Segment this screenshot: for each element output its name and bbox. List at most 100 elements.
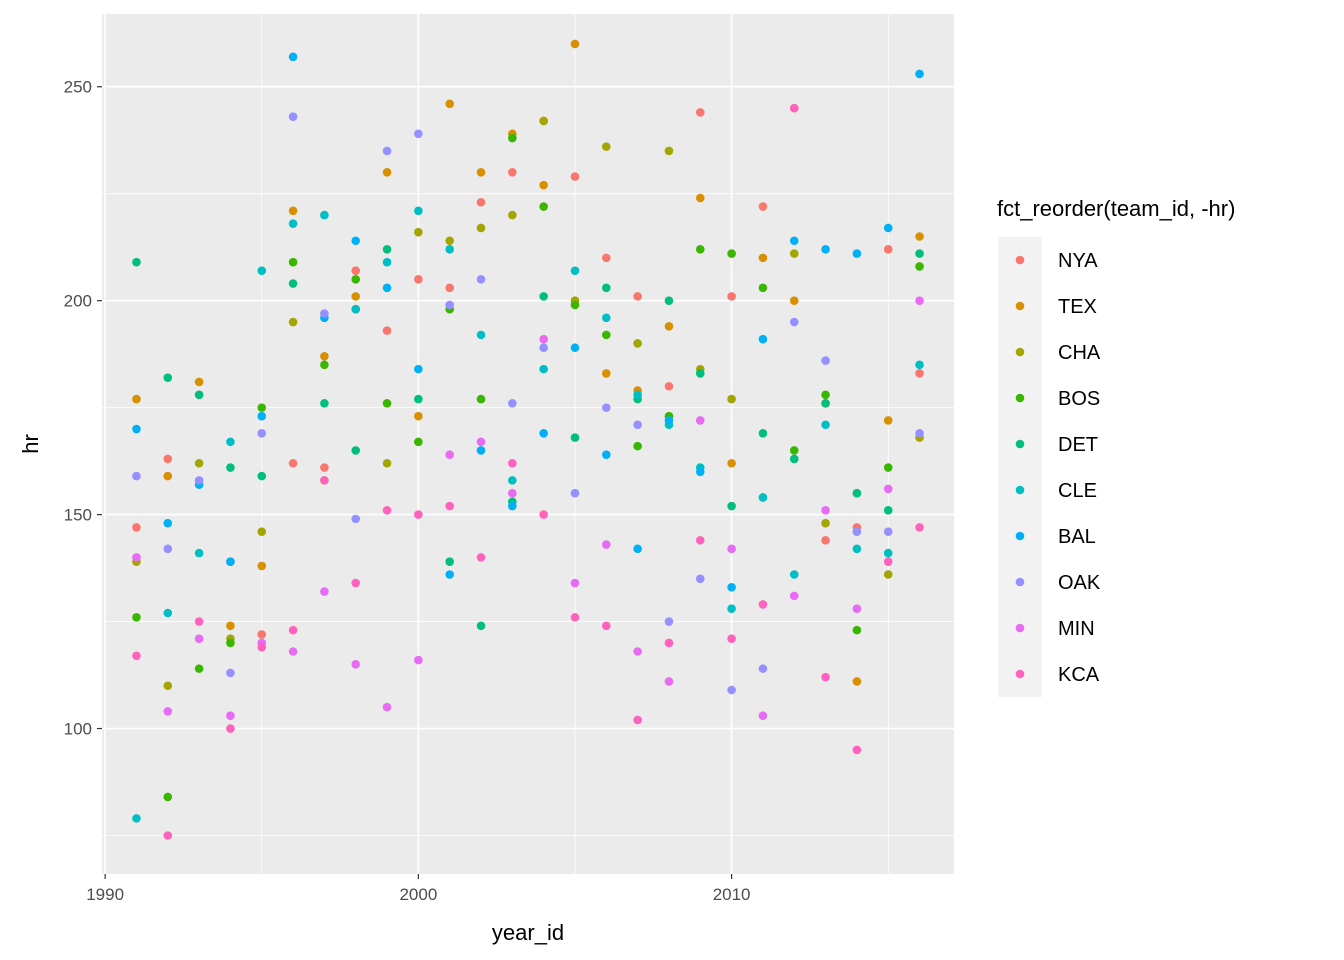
- data-point: [915, 262, 924, 271]
- data-point: [883, 245, 893, 254]
- data-point: [821, 506, 830, 515]
- data-point: [226, 711, 235, 720]
- data-point: [288, 647, 298, 656]
- data-point: [414, 394, 423, 404]
- legend-item-cha: CHA: [998, 329, 1101, 375]
- data-point: [445, 570, 454, 579]
- data-point: [351, 292, 361, 301]
- data-point: [476, 437, 486, 447]
- data-point: [194, 548, 204, 558]
- legend-label: MIN: [1058, 618, 1095, 640]
- data-points: [132, 39, 924, 840]
- legend-key-point: [1015, 623, 1025, 633]
- data-point: [883, 223, 893, 233]
- data-point: [695, 416, 705, 425]
- data-point: [351, 274, 361, 284]
- data-point: [539, 334, 548, 344]
- legend-key-point: [1015, 439, 1025, 449]
- data-point: [414, 274, 423, 284]
- legend-key-point: [1015, 485, 1025, 495]
- data-point: [445, 99, 454, 109]
- legend-key-point: [1015, 255, 1025, 265]
- data-point: [320, 476, 329, 485]
- data-point: [257, 429, 267, 438]
- major-gridlines: [102, 14, 954, 874]
- data-point: [789, 570, 799, 579]
- data-point: [132, 651, 141, 661]
- data-point: [288, 112, 298, 121]
- data-point: [288, 257, 298, 267]
- data-point: [163, 471, 173, 481]
- data-point: [414, 227, 423, 237]
- data-point: [821, 399, 830, 408]
- data-point: [570, 343, 580, 353]
- series-kca: [132, 103, 924, 840]
- data-point: [633, 420, 642, 430]
- data-point: [789, 446, 799, 455]
- legend-key-point: [1015, 347, 1025, 357]
- data-point: [508, 501, 517, 511]
- data-point: [163, 518, 173, 528]
- data-point: [727, 583, 736, 592]
- data-point: [883, 506, 893, 515]
- y-axis: 100 150 200 250: [64, 78, 102, 739]
- data-point: [132, 257, 141, 267]
- data-point: [320, 360, 329, 370]
- data-point: [445, 283, 454, 293]
- data-point: [821, 390, 830, 400]
- data-point: [445, 300, 454, 310]
- y-tick-label: 150: [64, 506, 92, 525]
- data-point: [320, 210, 329, 220]
- data-point: [351, 514, 361, 524]
- data-point: [414, 206, 423, 216]
- data-point: [539, 202, 548, 211]
- data-point: [288, 317, 298, 327]
- data-point: [194, 617, 204, 626]
- legend-item-nya: NYA: [998, 237, 1098, 283]
- data-point: [351, 236, 361, 246]
- data-point: [664, 381, 674, 391]
- y-tick-label: 200: [64, 292, 92, 311]
- data-point: [132, 814, 141, 823]
- legend-label: NYA: [1058, 250, 1098, 272]
- data-point: [821, 245, 830, 254]
- data-point: [194, 476, 204, 485]
- y-axis-title: hr: [18, 434, 43, 454]
- data-point: [883, 570, 893, 579]
- data-point: [633, 339, 642, 348]
- data-point: [476, 621, 486, 631]
- data-point: [883, 463, 893, 472]
- data-point: [414, 655, 423, 665]
- data-point: [883, 527, 893, 537]
- data-point: [570, 39, 580, 49]
- data-point: [852, 544, 862, 554]
- data-point: [852, 625, 862, 635]
- data-point: [320, 351, 329, 361]
- data-point: [163, 792, 173, 802]
- legend-key-point: [1015, 301, 1025, 311]
- legend-label: BOS: [1058, 388, 1100, 410]
- legend-key-point: [1015, 669, 1025, 679]
- data-point: [226, 437, 235, 447]
- data-point: [602, 283, 611, 293]
- data-point: [132, 553, 141, 562]
- legend-items: NYA TEX CHA BOS DET CLE BAL OAK MIN KCA: [998, 237, 1101, 697]
- data-point: [695, 193, 705, 203]
- data-point: [508, 168, 517, 177]
- legend-title: fct_reorder(team_id, -hr): [997, 196, 1235, 221]
- data-point: [633, 441, 642, 451]
- data-point: [852, 604, 862, 614]
- data-point: [695, 369, 705, 378]
- data-point: [257, 403, 267, 412]
- data-point: [257, 411, 267, 421]
- legend-item-cle: CLE: [998, 467, 1097, 513]
- data-point: [695, 245, 705, 254]
- data-point: [382, 283, 392, 293]
- data-point: [789, 103, 799, 113]
- data-point: [476, 330, 486, 340]
- data-point: [695, 467, 705, 477]
- legend-key-point: [1015, 531, 1025, 541]
- data-point: [226, 668, 235, 678]
- data-point: [476, 446, 486, 455]
- legend-item-bos: BOS: [998, 375, 1100, 421]
